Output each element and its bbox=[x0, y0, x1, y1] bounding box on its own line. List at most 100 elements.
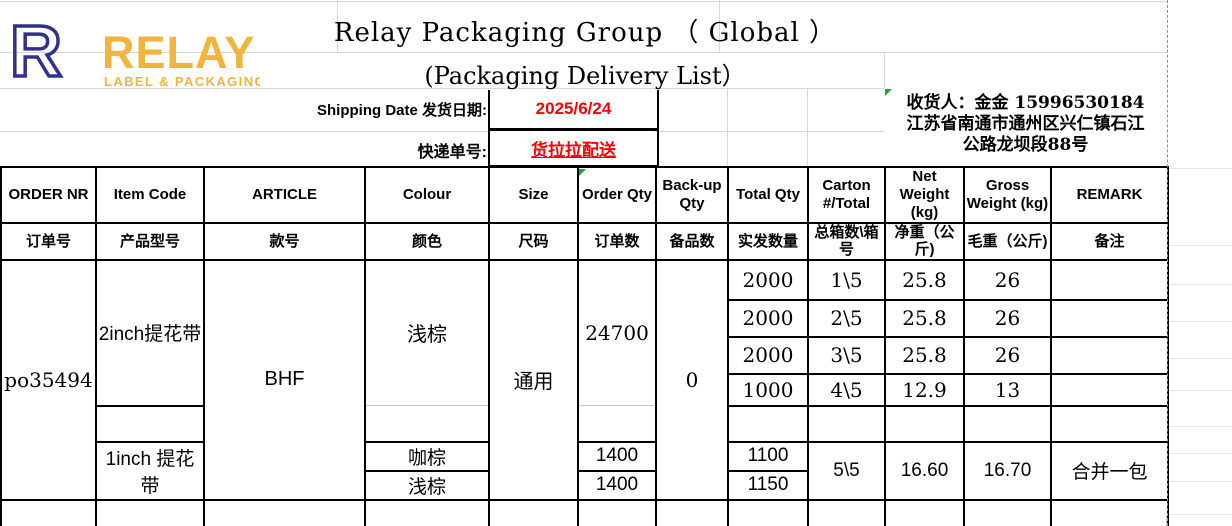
col-header-cn-carton[interactable]: 总箱数\箱号 bbox=[807, 222, 886, 261]
cell-remark[interactable] bbox=[1050, 372, 1169, 407]
col-header-remark[interactable]: REMARK bbox=[1050, 166, 1169, 224]
cell-empty[interactable] bbox=[727, 498, 809, 526]
gridline bbox=[1169, 245, 1232, 246]
shipping-date-label[interactable]: Shipping Date 发货日期: bbox=[317, 102, 487, 119]
cell-carton[interactable]: 3\5 bbox=[807, 335, 886, 375]
col-header-cn-gross-weight[interactable]: 毛重（公斤) bbox=[963, 222, 1052, 261]
gridline bbox=[1169, 426, 1232, 427]
cell-empty[interactable] bbox=[0, 498, 97, 526]
col-header-order-qty[interactable]: Order Qty bbox=[577, 166, 657, 224]
cell-gross-weight[interactable] bbox=[963, 404, 1052, 443]
cell-total-qty[interactable]: 2000 bbox=[727, 335, 809, 375]
express-no-label[interactable]: 快递单号: bbox=[417, 144, 487, 161]
cell-gross-weight[interactable]: 26 bbox=[963, 335, 1052, 375]
cell-total-qty[interactable]: 1100 bbox=[727, 440, 809, 472]
cell-total-qty[interactable]: 2000 bbox=[727, 298, 809, 338]
cell-empty[interactable] bbox=[95, 498, 205, 526]
col-header-size[interactable]: Size bbox=[488, 166, 579, 224]
cell-remark[interactable] bbox=[1050, 298, 1169, 338]
gridline bbox=[807, 88, 808, 167]
cell-article[interactable]: BHF bbox=[203, 258, 366, 501]
cell-empty[interactable] bbox=[203, 498, 366, 526]
col-header-total-qty[interactable]: Total Qty bbox=[727, 166, 809, 224]
cell-net-weight[interactable]: 25.8 bbox=[884, 258, 965, 301]
svg-text:RELAY: RELAY bbox=[102, 27, 255, 78]
cell-net-weight[interactable]: 25.8 bbox=[884, 298, 965, 338]
cell-carton[interactable] bbox=[807, 404, 886, 443]
svg-text:LABEL & PACKAGING: LABEL & PACKAGING bbox=[104, 74, 260, 89]
col-header-cn-remark[interactable]: 备注 bbox=[1050, 222, 1169, 261]
page-subtitle[interactable]: (Packaging Delivery List） bbox=[424, 62, 746, 90]
cell-net-weight[interactable]: 16.60 bbox=[884, 440, 965, 501]
col-header-colour[interactable]: Colour bbox=[364, 166, 490, 224]
cell-order-qty[interactable]: 1400 bbox=[577, 440, 657, 472]
col-header-cn-total-qty[interactable]: 实发数量 bbox=[727, 222, 809, 261]
cell-empty[interactable] bbox=[577, 498, 657, 526]
relay-logo-graphic: R RELAY LABEL & PACKAGING bbox=[8, 10, 264, 94]
cell-remark[interactable] bbox=[1050, 404, 1169, 443]
cell-total-qty[interactable]: 2000 bbox=[727, 258, 809, 301]
cell-net-weight[interactable]: 25.8 bbox=[884, 335, 965, 375]
col-header-cn-size[interactable]: 尺码 bbox=[488, 222, 579, 261]
col-header-backup-qty[interactable]: Back-up Qty bbox=[655, 166, 729, 224]
cell-order-qty-2inch[interactable]: 24700 bbox=[577, 258, 657, 406]
cell-carton[interactable]: 4\5 bbox=[807, 372, 886, 407]
cell-order-nr[interactable]: po35494 bbox=[0, 258, 97, 501]
cell-carton[interactable]: 2\5 bbox=[807, 298, 886, 338]
col-header-net-weight[interactable]: Net Weight (kg) bbox=[884, 166, 965, 224]
cell-carton[interactable]: 5\5 bbox=[807, 440, 886, 501]
shipping-date-value[interactable]: 2025/6/24 bbox=[488, 90, 659, 131]
cell-empty[interactable] bbox=[807, 498, 886, 526]
col-header-cn-colour[interactable]: 颜色 bbox=[364, 222, 490, 261]
cell-gross-weight[interactable]: 26 bbox=[963, 298, 1052, 338]
cell-empty[interactable] bbox=[655, 498, 729, 526]
gridline bbox=[0, 131, 488, 132]
cell-total-qty[interactable]: 1000 bbox=[727, 372, 809, 407]
cell-empty[interactable] bbox=[1050, 498, 1169, 526]
col-header-carton[interactable]: Carton #/Total bbox=[807, 166, 886, 224]
cell-colour[interactable]: 咖棕 bbox=[364, 440, 490, 472]
col-header-item-code[interactable]: Item Code bbox=[95, 166, 205, 224]
col-header-article[interactable]: ARTICLE bbox=[203, 166, 366, 224]
cell-empty[interactable] bbox=[488, 498, 579, 526]
cell-empty[interactable] bbox=[364, 498, 490, 526]
cell-remark[interactable] bbox=[1050, 258, 1169, 301]
consignee-info[interactable]: 收货人：金金 15996530184 江苏省南通市通州区兴仁镇石江 公路龙坝段8… bbox=[884, 88, 1167, 168]
gridline bbox=[0, 88, 884, 89]
cell-carton[interactable]: 1\5 bbox=[807, 258, 886, 301]
cell-empty[interactable] bbox=[884, 498, 965, 526]
cell-gross-weight[interactable]: 26 bbox=[963, 258, 1052, 301]
col-header-cn-order-qty[interactable]: 订单数 bbox=[577, 222, 657, 261]
col-header-cn-item-code[interactable]: 产品型号 bbox=[95, 222, 205, 261]
cell-order-qty-empty[interactable] bbox=[577, 405, 657, 443]
col-header-cn-order-nr[interactable]: 订单号 bbox=[0, 222, 97, 261]
cell-size[interactable]: 通用 bbox=[488, 258, 579, 501]
cell-item-code-1inch[interactable]: 1inch 提花带 bbox=[95, 440, 205, 501]
cell-item-code-2inch[interactable]: 2inch提花带 bbox=[95, 258, 205, 407]
col-header-order-nr[interactable]: ORDER NR bbox=[0, 166, 97, 224]
cell-gross-weight[interactable]: 13 bbox=[963, 372, 1052, 407]
relay-r-mark-icon: R bbox=[10, 12, 62, 90]
cell-net-weight[interactable] bbox=[884, 404, 965, 443]
cell-colour[interactable]: 浅棕 bbox=[364, 469, 490, 501]
gridline bbox=[1169, 284, 1232, 285]
cell-remark[interactable]: 合并一包 bbox=[1050, 440, 1169, 501]
col-header-gross-weight[interactable]: Gross Weight (kg) bbox=[963, 166, 1052, 224]
page-title[interactable]: Relay Packaging Group （ Global ） bbox=[333, 18, 837, 48]
cell-item-code-empty[interactable] bbox=[95, 404, 205, 443]
cell-gross-weight[interactable]: 16.70 bbox=[963, 440, 1052, 501]
cell-total-qty[interactable]: 1150 bbox=[727, 469, 809, 501]
col-header-cn-net-weight[interactable]: 净重（公斤) bbox=[884, 222, 965, 261]
express-no-value[interactable]: 货拉拉配送 bbox=[488, 131, 659, 168]
cell-colour-2inch[interactable]: 浅棕 bbox=[364, 258, 490, 406]
cell-total-qty[interactable] bbox=[727, 404, 809, 443]
col-header-cn-article[interactable]: 款号 bbox=[203, 222, 366, 261]
cell-backup-qty[interactable]: 0 bbox=[655, 258, 729, 501]
cell-order-qty[interactable]: 1400 bbox=[577, 469, 657, 501]
cell-net-weight[interactable]: 12.9 bbox=[884, 372, 965, 407]
gridline bbox=[1169, 390, 1232, 391]
cell-empty[interactable] bbox=[963, 498, 1052, 526]
cell-colour-empty[interactable] bbox=[364, 405, 490, 443]
cell-remark[interactable] bbox=[1050, 335, 1169, 375]
col-header-cn-backup-qty[interactable]: 备品数 bbox=[655, 222, 729, 261]
